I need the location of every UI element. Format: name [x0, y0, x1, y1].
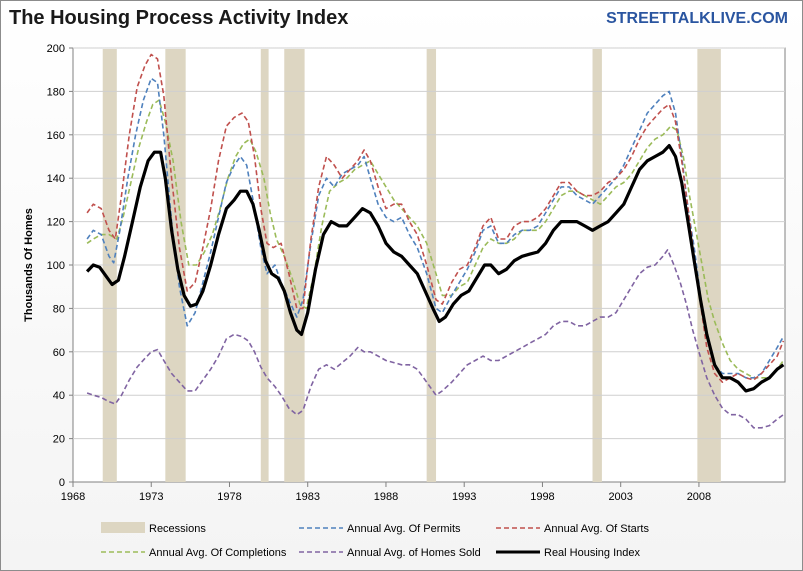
- series-line-starts: [86, 53, 785, 383]
- x-tick-label: 1978: [217, 491, 241, 503]
- legend-label: Annual Avg. Of Starts: [544, 523, 649, 535]
- x-tick-label: 1993: [452, 491, 476, 503]
- legend-swatch-recessions: [101, 522, 145, 533]
- y-tick-label: 40: [53, 390, 65, 402]
- x-tick-label: 2003: [608, 491, 632, 503]
- y-axis-label: Thousands Of Homes: [23, 208, 35, 322]
- series-lines: [85, 53, 785, 429]
- x-tick-label: 1983: [295, 491, 319, 503]
- legend-label: Annual Avg. Of Completions: [149, 547, 287, 559]
- y-tick-label: 120: [47, 217, 65, 229]
- axes: 0 20 40 60 80 100 120 140 160 180 200 1968 1973 1978 1…: [47, 43, 712, 503]
- legend-label: Annual Avg. Of Permits: [347, 523, 461, 535]
- y-tick-label: 160: [47, 130, 65, 142]
- legend-label: Recessions: [149, 523, 206, 535]
- legend-label: Real Housing Index: [544, 547, 641, 559]
- y-tick-label: 80: [53, 303, 65, 315]
- y-tick-label: 200: [47, 43, 65, 55]
- x-tick-label: 1988: [374, 491, 398, 503]
- y-tick-label: 20: [53, 434, 65, 446]
- y-tick-label: 60: [53, 347, 65, 359]
- chart-title: The Housing Process Activity Index: [9, 7, 349, 29]
- x-tick-label: 1998: [530, 491, 554, 503]
- y-tick-label: 100: [47, 260, 65, 272]
- series-line-index: [85, 144, 785, 393]
- grid-lines: [73, 47, 785, 440]
- y-tick-label: 140: [47, 173, 65, 185]
- y-tick-label: 180: [47, 86, 65, 98]
- x-tick-label: 1973: [139, 491, 163, 503]
- legend: Recessions Annual Avg. Of Permits Annual A…: [101, 522, 649, 559]
- source-watermark: STREETTALKLIVE.COM: [606, 10, 788, 27]
- y-tick-label: 0: [59, 477, 65, 489]
- series-line-completions: [86, 99, 785, 379]
- x-tick-label: 1968: [61, 491, 85, 503]
- x-tick-label: 2008: [687, 491, 711, 503]
- legend-label: Annual Avg. of Homes Sold: [347, 547, 481, 559]
